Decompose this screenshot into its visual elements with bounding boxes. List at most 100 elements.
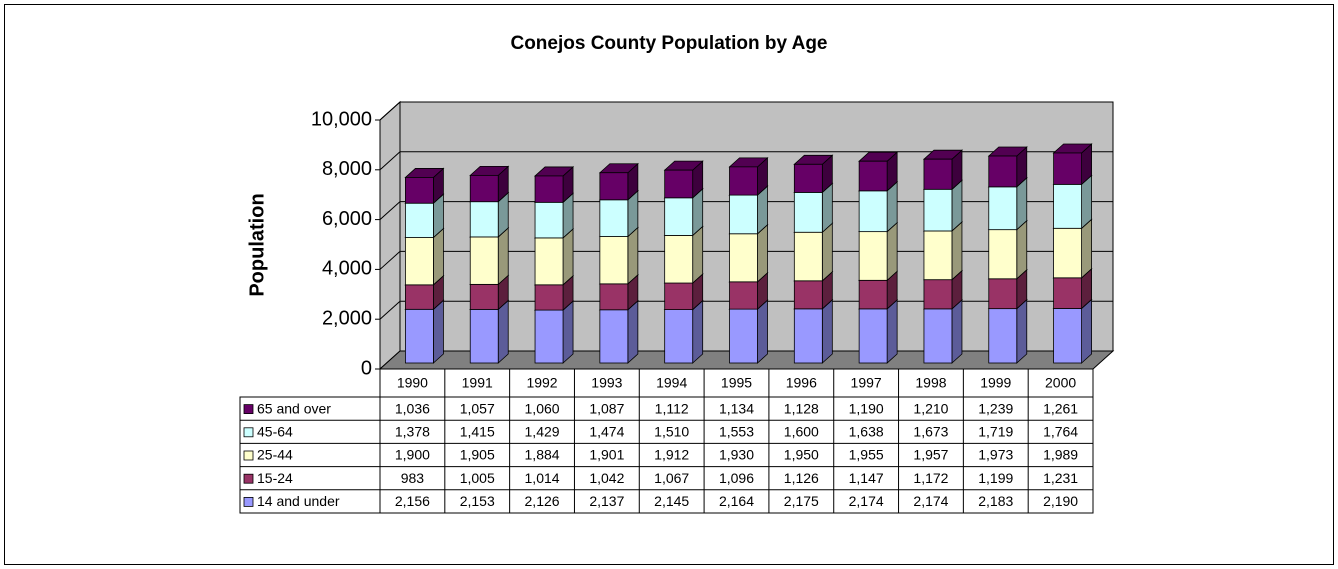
- bar-side: [1016, 298, 1028, 364]
- bar: [1053, 227, 1082, 279]
- bar: [858, 279, 888, 310]
- y-tick-label: 4,000: [322, 258, 372, 280]
- bar: [599, 236, 629, 285]
- bar: [793, 231, 823, 282]
- bar: [664, 197, 694, 236]
- table-cell: 1,126: [784, 470, 819, 486]
- x-tick-label: 1992: [526, 375, 557, 391]
- bar: [469, 308, 499, 364]
- legend-label: 25-44: [257, 447, 293, 463]
- grid-line: [379, 251, 401, 270]
- bar: [534, 201, 564, 239]
- table-cell: 2,175: [784, 493, 819, 509]
- y-tick-label: 6,000: [322, 208, 372, 230]
- bar: [534, 175, 564, 203]
- bar-side: [627, 226, 639, 285]
- table-cell: 1,638: [849, 424, 884, 440]
- table-cell: 2,153: [460, 493, 495, 509]
- table-cell: 1,067: [654, 470, 689, 486]
- bar: [988, 155, 1018, 188]
- table-cell: 1,901: [589, 447, 624, 463]
- bar-side: [951, 298, 963, 364]
- table-cell: 2,174: [913, 493, 948, 509]
- bar-side: [1081, 298, 1092, 364]
- table-cell: 1,973: [978, 447, 1013, 463]
- table-cell: 2,126: [525, 493, 560, 509]
- x-tick-label: 1991: [462, 375, 493, 391]
- bar-side: [627, 299, 639, 364]
- table-cell: 2,156: [395, 493, 430, 509]
- table-cell: 1,764: [1043, 424, 1078, 440]
- x-tick-label: 1998: [915, 375, 946, 391]
- table-cell: 1,060: [525, 400, 560, 416]
- grid-line: [379, 101, 401, 121]
- table-cell: 1,378: [395, 424, 430, 440]
- bar: [534, 284, 564, 311]
- bar: [469, 201, 499, 238]
- legend-key: [243, 450, 254, 461]
- x-tick-label: 1990: [397, 375, 428, 391]
- bar: [405, 308, 434, 364]
- x-tick-label: 1999: [980, 375, 1011, 391]
- grid-line: [379, 151, 401, 171]
- y-tick-label: 0: [361, 357, 372, 379]
- y-tick-label: 2,000: [322, 307, 372, 329]
- bar: [793, 280, 823, 310]
- table-cell: 1,930: [719, 447, 754, 463]
- table-cell: 1,190: [849, 400, 884, 416]
- table-cell: 2,164: [719, 493, 754, 509]
- legend-key: [243, 404, 254, 415]
- side-wall: [379, 100, 401, 371]
- table-cell: 1,600: [784, 424, 819, 440]
- bar: [664, 235, 694, 284]
- table-cell: 1,912: [654, 447, 689, 463]
- bar: [988, 308, 1018, 364]
- table-cell: 1,905: [460, 447, 495, 463]
- bar-side: [886, 221, 898, 282]
- table-cell: 1,087: [589, 400, 624, 416]
- table-cell: 1,134: [719, 400, 754, 416]
- table-cell: 2,190: [1043, 493, 1078, 509]
- bar: [923, 308, 953, 364]
- bar-side: [433, 227, 444, 286]
- table-cell: 1,719: [978, 424, 1013, 440]
- bar: [1053, 308, 1082, 364]
- table-cell: 1,900: [395, 447, 430, 463]
- bar: [599, 199, 629, 237]
- bar: [988, 229, 1018, 280]
- grid-line: [379, 201, 401, 220]
- table-cell: 1,128: [784, 400, 819, 416]
- bar: [1053, 277, 1082, 309]
- bar: [858, 231, 888, 281]
- bar: [923, 230, 953, 281]
- table-cell: 1,415: [460, 424, 495, 440]
- bar: [664, 309, 694, 364]
- legend-label: 45-64: [257, 424, 293, 440]
- bar: [923, 188, 953, 232]
- bar: [469, 236, 499, 285]
- bar-side: [692, 225, 704, 284]
- bar: [405, 284, 434, 310]
- table-cell: 1,950: [784, 447, 819, 463]
- y-tick-label: 8,000: [322, 158, 372, 180]
- table-cell: 1,172: [913, 470, 948, 486]
- bar: [534, 309, 564, 364]
- bar: [858, 160, 888, 192]
- bar: [405, 177, 434, 204]
- bar: [469, 283, 499, 310]
- table-cell: 1,147: [849, 470, 884, 486]
- bar-side: [692, 299, 704, 364]
- table-cell: 1,096: [719, 470, 754, 486]
- table-cell: 1,673: [913, 424, 948, 440]
- x-tick-label: 1995: [721, 375, 752, 391]
- table-cell: 1,989: [1043, 447, 1078, 463]
- bar: [858, 190, 888, 233]
- table-cell: 1,429: [525, 424, 560, 440]
- bar-side: [497, 227, 509, 286]
- bar-side: [757, 299, 768, 364]
- table-cell: 1,884: [525, 447, 560, 463]
- table-cell: 1,112: [655, 400, 689, 416]
- legend-key: [243, 473, 254, 484]
- y-tick-label: 10,000: [311, 108, 372, 130]
